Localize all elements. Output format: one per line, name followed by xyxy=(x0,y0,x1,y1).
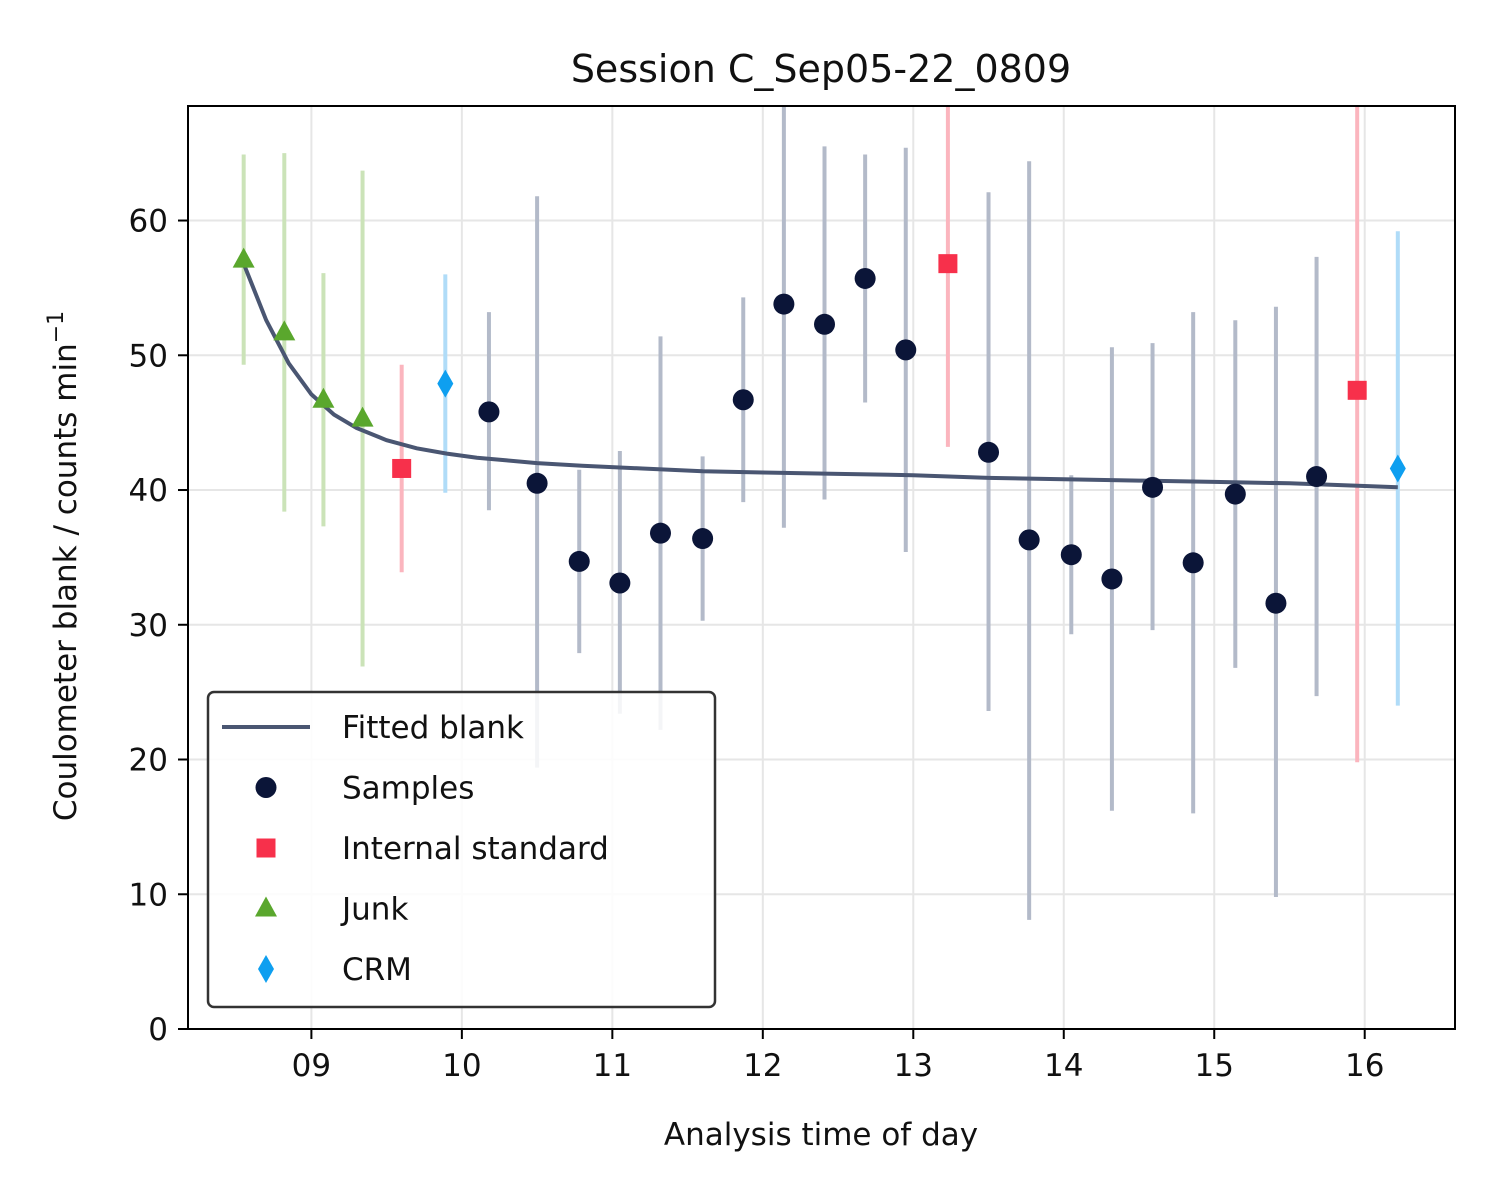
junk-point xyxy=(312,387,335,408)
samples-point xyxy=(854,267,876,289)
crm-point xyxy=(1389,454,1406,483)
samples-point xyxy=(732,389,754,411)
samples-point xyxy=(1142,476,1164,498)
junk-point xyxy=(351,406,374,427)
x-axis-title: Analysis time of day xyxy=(664,1117,978,1153)
samples-point xyxy=(1224,483,1246,505)
samples-point xyxy=(895,339,917,361)
internal-standard-point xyxy=(392,458,412,478)
samples-point xyxy=(1265,592,1287,614)
chart-title: Session C_Sep05-22_0809 xyxy=(571,47,1071,91)
samples-point xyxy=(1018,529,1040,551)
legend-box xyxy=(206,690,717,1009)
x-tick-label: 13 xyxy=(894,1048,933,1084)
samples-point xyxy=(649,522,671,544)
samples-point xyxy=(1101,568,1123,590)
y-tick-label: 40 xyxy=(129,473,168,509)
y-axis-title-superscript: −1 xyxy=(44,311,69,343)
x-tick-label: 12 xyxy=(743,1048,782,1084)
samples-point xyxy=(526,472,548,494)
crm-point xyxy=(437,369,454,398)
y-tick-label: 30 xyxy=(129,608,168,644)
y-tick-label: 60 xyxy=(129,204,168,240)
samples-point xyxy=(609,572,631,594)
legend-swatch-internal-standard xyxy=(256,838,276,858)
y-tick-label: 10 xyxy=(129,877,168,913)
junk-point xyxy=(273,320,296,341)
internal-standard-point xyxy=(1347,380,1367,400)
x-ticks: 09 10 11 12 13 14 15 16 xyxy=(292,1029,1384,1084)
samples-point xyxy=(814,313,836,335)
internal-standard-point xyxy=(938,254,958,274)
samples-point xyxy=(978,441,1000,463)
y-tick-label: 50 xyxy=(129,338,168,374)
fitted-blank-line xyxy=(241,262,1398,490)
y-axis-title-main: Coulometer blank / counts min xyxy=(48,343,84,821)
legend-swatch-junk xyxy=(255,896,277,917)
legend-label-junk: Junk xyxy=(340,892,408,928)
legend-label-fitted-blank: Fitted blank xyxy=(342,710,524,746)
samples-point xyxy=(1182,552,1204,574)
x-tick-label: 14 xyxy=(1044,1048,1083,1084)
samples-point xyxy=(568,550,590,572)
y-tick-label: 20 xyxy=(129,743,168,779)
x-tick-label: 15 xyxy=(1195,1048,1234,1084)
legend-label-internal-standard: Internal standard xyxy=(342,831,609,867)
x-tick-label: 11 xyxy=(593,1048,632,1084)
plot-frame xyxy=(187,105,1456,1030)
legend-label-crm: CRM xyxy=(342,952,412,988)
fit-line-layer xyxy=(241,262,1398,490)
x-tick-label: 10 xyxy=(442,1048,481,1084)
samples-point xyxy=(478,401,500,423)
legend-swatch-samples xyxy=(255,777,277,798)
markers xyxy=(232,247,1406,614)
x-tick-label: 09 xyxy=(292,1048,331,1084)
x-tick-label: 16 xyxy=(1345,1048,1384,1084)
legend: Fitted blank Samples Internal standard Junk… xyxy=(206,690,717,1009)
legend-swatch-crm xyxy=(258,955,274,983)
samples-point xyxy=(1060,544,1082,566)
samples-point xyxy=(692,528,714,550)
samples-point xyxy=(1306,466,1328,488)
y-tick-label: 0 xyxy=(148,1012,168,1048)
junk-point xyxy=(232,247,255,268)
y-ticks: 0 10 20 30 40 50 60 xyxy=(129,204,188,1048)
y-axis-title: Coulometer blank / counts min−1 xyxy=(44,311,84,821)
legend-label-samples: Samples xyxy=(342,771,474,807)
samples-point xyxy=(773,293,795,315)
